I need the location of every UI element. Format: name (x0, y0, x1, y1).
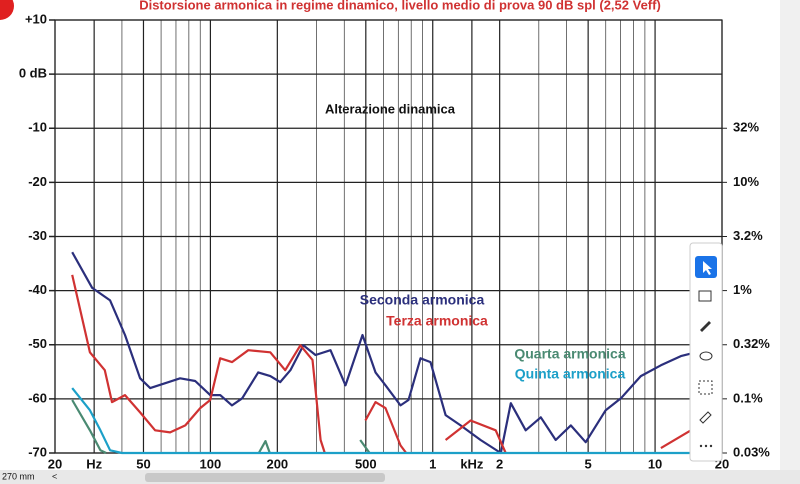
y-tick-label: -70 (28, 444, 47, 459)
y-tick-label: -50 (28, 336, 47, 351)
series-label: Seconda armonica (360, 292, 485, 308)
y2-tick-label: 1% (733, 282, 752, 297)
series-label: Quarta armonica (514, 346, 625, 362)
y2-tick-label: 0.32% (733, 336, 770, 351)
series-line (71, 274, 692, 454)
y-tick-label: -10 (28, 120, 47, 135)
status-bar (0, 470, 800, 484)
x-tick-label: 5 (585, 456, 592, 471)
chart-title: Distorsione armonica in regime dinamico,… (139, 0, 661, 12)
text-tool[interactable] (698, 380, 713, 395)
x-tick-label: 500 (355, 456, 377, 471)
y-tick-label: -40 (28, 282, 47, 297)
more-dot[interactable] (699, 444, 703, 448)
y-tick-label: -60 (28, 390, 47, 405)
x-tick-label: kHz (460, 456, 484, 471)
x-tick-label: 20 (48, 456, 62, 471)
x-tick-label: 100 (200, 456, 222, 471)
x-tick-label: 2 (496, 456, 503, 471)
comment-tool[interactable] (698, 290, 712, 302)
x-tick-label: 50 (136, 456, 150, 471)
scroll-thumb[interactable] (145, 473, 385, 482)
x-tick-label: Hz (86, 456, 102, 471)
sign-tool[interactable] (699, 411, 712, 424)
y-tick-label: 0 dB (19, 66, 47, 81)
y2-tick-label: 32% (733, 120, 759, 135)
x-tick-label: 1 (429, 456, 436, 471)
shape-tool[interactable] (699, 351, 713, 361)
annotation: Alterazione dinamica (325, 101, 456, 116)
series-line (71, 387, 722, 455)
y2-tick-label: 10% (733, 174, 759, 189)
y2-tick-label: 0.03% (733, 444, 770, 459)
series-line (71, 251, 697, 455)
corner-badge (0, 0, 14, 20)
series-label: Quinta armonica (515, 366, 626, 382)
y-tick-label: +10 (25, 11, 47, 26)
more-dot[interactable] (704, 444, 708, 448)
cursor-icon (703, 261, 712, 275)
scrollbar[interactable] (780, 0, 800, 470)
scroll-left[interactable]: < (52, 471, 57, 481)
x-tick-label: 10 (648, 456, 662, 471)
x-tick-label: 200 (266, 456, 288, 471)
y2-tick-label: 0.1% (733, 390, 763, 405)
y-tick-label: -30 (28, 228, 47, 243)
ruler-label: 270 mm (2, 471, 35, 481)
series-label: Terza armonica (386, 313, 488, 329)
pen-tool[interactable] (700, 321, 711, 332)
more-dot[interactable] (709, 444, 713, 448)
y-tick-label: -20 (28, 174, 47, 189)
y2-tick-label: 3.2% (733, 228, 763, 243)
series-line (71, 399, 371, 454)
plot: 20 Hz 50 100 200 500 1 kHz 2 5 10 20+100 dB-10-20-3… (19, 11, 770, 471)
toolbar (689, 242, 723, 462)
